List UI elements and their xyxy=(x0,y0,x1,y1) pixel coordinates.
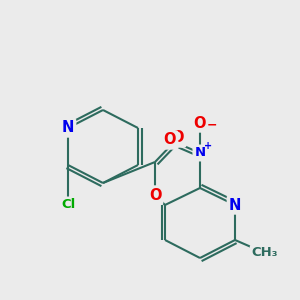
Text: O: O xyxy=(194,116,206,130)
Text: N: N xyxy=(194,146,206,160)
Text: +: + xyxy=(204,141,212,151)
Text: O: O xyxy=(164,133,176,148)
Text: −: − xyxy=(207,118,217,131)
Text: Cl: Cl xyxy=(61,199,75,212)
Text: O: O xyxy=(149,188,161,202)
Text: CH₃: CH₃ xyxy=(252,247,278,260)
Text: N: N xyxy=(62,121,74,136)
Text: O: O xyxy=(172,130,184,146)
Text: N: N xyxy=(229,197,241,212)
